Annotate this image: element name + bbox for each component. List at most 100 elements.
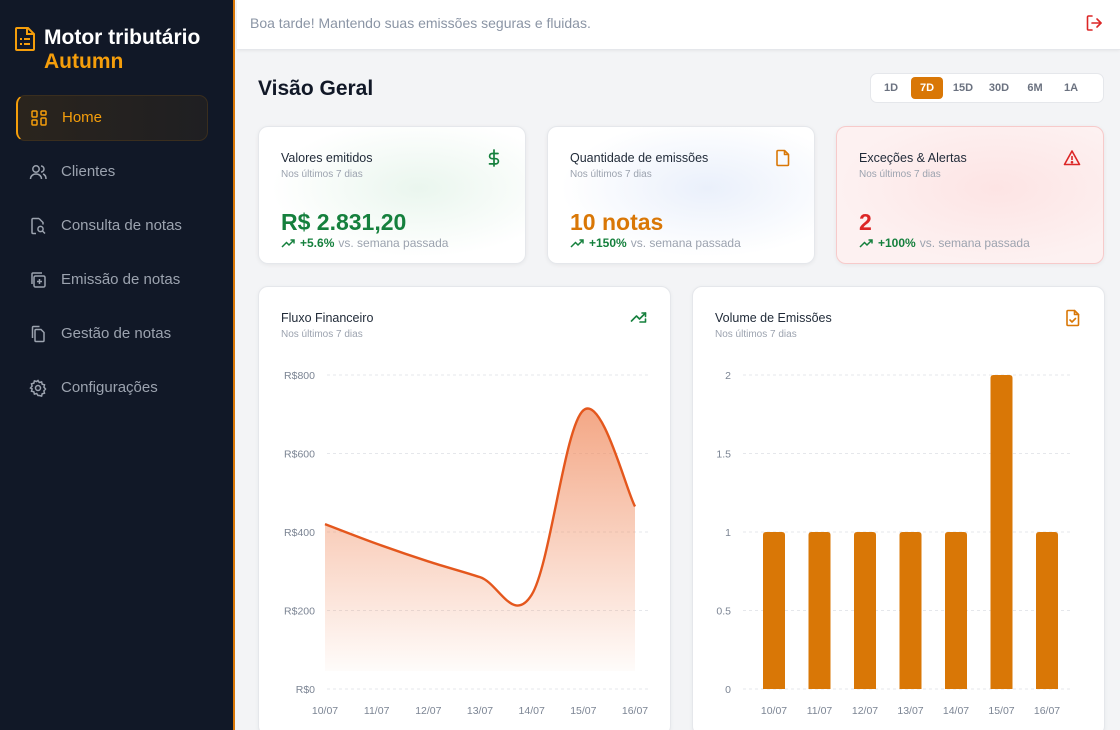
greeting-text: Boa tarde! Mantendo suas emissões segura… bbox=[250, 15, 591, 31]
trend-percent: +100% bbox=[878, 236, 916, 250]
bar bbox=[990, 375, 1013, 689]
trending-up-icon bbox=[859, 239, 873, 248]
card-title: Valores emitidos bbox=[281, 151, 373, 165]
card-value: 2 bbox=[859, 209, 872, 235]
y-tick-label: R$0 bbox=[296, 684, 315, 696]
document-logo-icon bbox=[15, 27, 35, 51]
files-icon bbox=[31, 325, 45, 343]
sidebar-item-label: Gestão de notas bbox=[61, 325, 172, 342]
financial-flow-chart: R$0 R$200 R$400 R$600 R$800 10/07 11/07 12/07 13… bbox=[284, 370, 651, 717]
period-button-15d[interactable]: 15D bbox=[952, 82, 974, 94]
sidebar-item-label: Emissão de notas bbox=[61, 271, 181, 288]
kpi-card-quantidade: Quantidade de emissões Nos últimos 7 dia… bbox=[547, 126, 815, 264]
app-subtitle: Autumn bbox=[44, 50, 124, 73]
period-button-6m[interactable]: 6M bbox=[1027, 82, 1043, 94]
y-tick-label: R$600 bbox=[284, 449, 315, 461]
alert-triangle-icon bbox=[1063, 150, 1081, 166]
x-tick-label: 11/07 bbox=[364, 705, 390, 717]
x-tick-label: 12/07 bbox=[852, 705, 878, 717]
bar bbox=[808, 532, 831, 689]
trending-up-icon bbox=[281, 239, 295, 248]
card-value: R$ 2.831,20 bbox=[281, 209, 407, 235]
gear-icon bbox=[29, 379, 47, 397]
y-tick-label: 1 bbox=[725, 527, 731, 539]
area-fill bbox=[325, 408, 635, 671]
bar bbox=[945, 532, 967, 689]
x-tick-label: 16/07 bbox=[622, 705, 648, 717]
x-tick-label: 11/07 bbox=[807, 705, 833, 717]
grid-icon bbox=[31, 110, 47, 126]
bar bbox=[899, 532, 922, 689]
card-title: Quantidade de emissões bbox=[570, 151, 709, 165]
sidebar-item-label: Clientes bbox=[61, 163, 116, 180]
sidebar-item-label: Consulta de notas bbox=[61, 217, 182, 234]
y-tick-label: 2 bbox=[725, 370, 731, 382]
card-value: 10 notas bbox=[570, 209, 664, 235]
card-trend: +5.6% vs. semana passada bbox=[281, 236, 448, 250]
x-tick-label: 16/07 bbox=[1034, 705, 1060, 717]
trending-icon bbox=[630, 312, 647, 323]
card-title: Exceções & Alertas bbox=[859, 151, 967, 165]
file-icon bbox=[776, 149, 790, 167]
file-search-icon bbox=[31, 217, 46, 235]
emission-volume-chart: 0 0.5 1 1.5 2 10/07 11/07 12/07 13/07 14/07 15/07 1… bbox=[716, 370, 1071, 717]
trend-percent: +150% bbox=[589, 236, 627, 250]
trend-percent: +5.6% bbox=[300, 236, 335, 250]
sidebar-item-consulta[interactable]: Consulta de notas bbox=[16, 203, 208, 249]
kpi-card-valores: Valores emitidos Nos últimos 7 dias R$ 2… bbox=[258, 126, 526, 264]
x-tick-label: 14/07 bbox=[519, 705, 545, 717]
app-title: Motor tributário bbox=[44, 26, 201, 49]
series-line bbox=[324, 407, 637, 607]
bar bbox=[1036, 532, 1058, 689]
sidebar-item-configuracoes[interactable]: Configurações bbox=[16, 365, 208, 411]
financial-flow-panel: Fluxo Financeiro Nos últimos 7 dias R$0 R… bbox=[258, 286, 671, 730]
sidebar-item-label: Home bbox=[62, 109, 103, 126]
sidebar-item-label: Configurações bbox=[61, 379, 158, 396]
trend-text: vs. semana passada bbox=[630, 236, 741, 250]
sidebar-item-home[interactable]: Home bbox=[16, 95, 208, 141]
sidebar: Motor tributário Autumn Home Clientes Co… bbox=[0, 0, 235, 730]
trend-text: vs. semana passada bbox=[919, 236, 1030, 250]
topbar: Boa tarde! Mantendo suas emissões segura… bbox=[237, 0, 1120, 50]
logout-icon[interactable] bbox=[1085, 14, 1103, 32]
period-button-7d[interactable]: 7D bbox=[911, 77, 943, 99]
x-tick-label: 12/07 bbox=[415, 705, 441, 717]
x-tick-label: 15/07 bbox=[988, 705, 1014, 717]
card-trend: +150% vs. semana passada bbox=[570, 236, 741, 250]
x-tick-label: 13/07 bbox=[467, 705, 493, 717]
x-tick-label: 13/07 bbox=[897, 705, 923, 717]
card-subtitle: Nos últimos 7 dias bbox=[570, 169, 652, 180]
bar bbox=[854, 532, 876, 689]
x-tick-label: 14/07 bbox=[943, 705, 969, 717]
panel-subtitle: Nos últimos 7 dias bbox=[715, 329, 797, 340]
bar bbox=[763, 532, 785, 689]
period-selector: 1D 7D 15D 30D 6M 1A bbox=[870, 73, 1104, 103]
x-tick-label: 10/07 bbox=[761, 705, 787, 717]
card-subtitle: Nos últimos 7 dias bbox=[281, 169, 363, 180]
y-tick-label: R$800 bbox=[284, 370, 315, 382]
y-tick-label: R$400 bbox=[284, 527, 315, 539]
x-tick-label: 10/07 bbox=[312, 705, 338, 717]
page-title: Visão Geral bbox=[258, 77, 374, 100]
y-tick-label: 1.5 bbox=[716, 449, 731, 461]
period-button-1a[interactable]: 1A bbox=[1063, 82, 1079, 94]
dollar-icon bbox=[488, 149, 500, 167]
panel-title: Volume de Emissões bbox=[715, 311, 832, 325]
sidebar-item-emissao[interactable]: Emissão de notas bbox=[16, 257, 208, 303]
panel-title: Fluxo Financeiro bbox=[281, 311, 374, 325]
period-button-30d[interactable]: 30D bbox=[988, 82, 1010, 94]
y-tick-label: 0.5 bbox=[716, 606, 731, 618]
card-subtitle: Nos últimos 7 dias bbox=[859, 169, 941, 180]
card-trend: +100% vs. semana passada bbox=[859, 236, 1030, 250]
y-tick-label: R$200 bbox=[284, 606, 315, 618]
users-icon bbox=[29, 165, 47, 180]
y-tick-label: 0 bbox=[725, 684, 731, 696]
sidebar-item-clientes[interactable]: Clientes bbox=[16, 149, 208, 195]
x-tick-label: 15/07 bbox=[570, 705, 596, 717]
sidebar-item-gestao[interactable]: Gestão de notas bbox=[16, 311, 208, 357]
trend-text: vs. semana passada bbox=[338, 236, 449, 250]
period-button-1d[interactable]: 1D bbox=[883, 82, 899, 94]
file-plus-icon bbox=[31, 272, 46, 288]
brand: Motor tributário Autumn bbox=[14, 26, 200, 74]
